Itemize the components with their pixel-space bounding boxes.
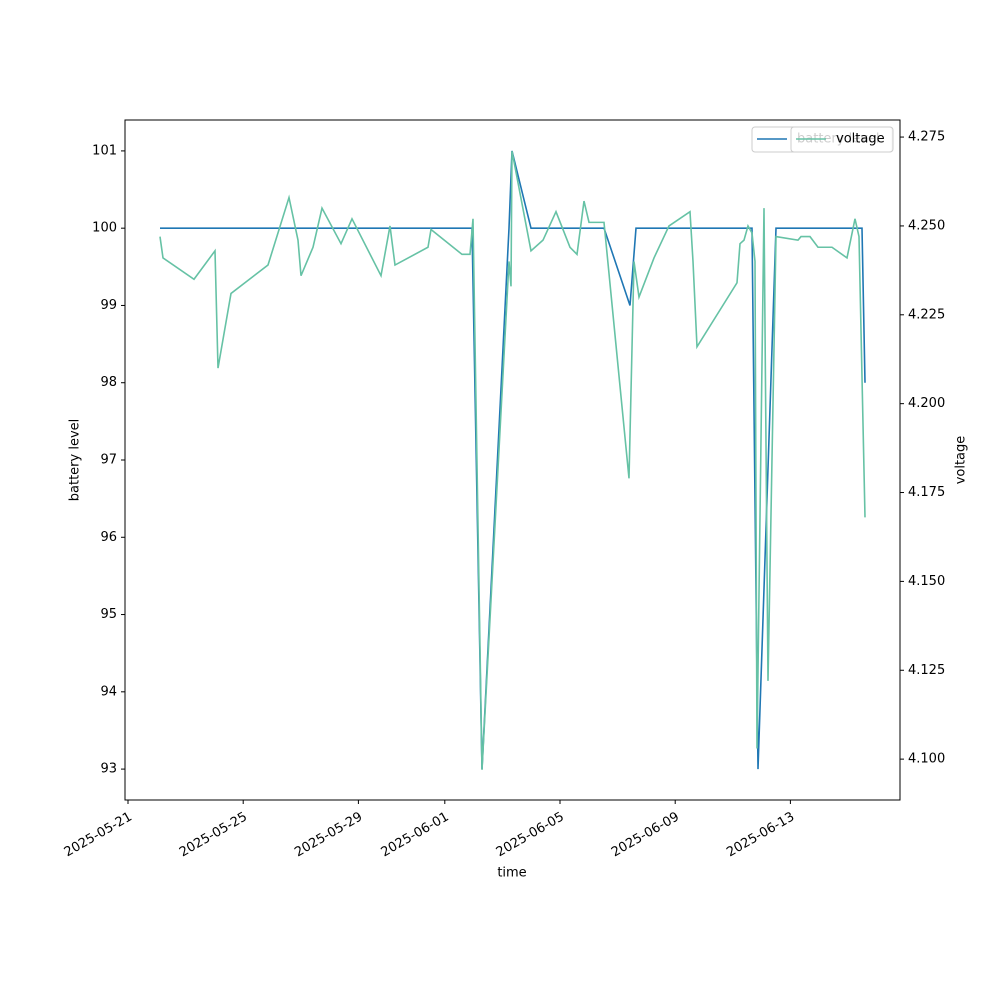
y-tick-label: 101 — [92, 143, 117, 158]
plot-frame — [124, 119, 901, 801]
x-axis-label: time — [497, 866, 526, 881]
y2-tick-label: 4.100 — [908, 752, 945, 767]
x-tick-label: 2025-05-29 — [292, 810, 365, 861]
y-tick-label: 93 — [100, 762, 117, 777]
x-tick-label: 2025-06-01 — [379, 810, 452, 861]
y2-tick-label: 4.150 — [908, 574, 945, 589]
x-tick-label: 2025-06-13 — [724, 810, 797, 861]
legend-label: voltage — [836, 132, 885, 147]
y-axis-label: battery level — [68, 419, 83, 502]
y2-tick-label: 4.275 — [908, 130, 945, 145]
series-line — [160, 150, 866, 770]
y2-axis-label: voltage — [954, 436, 969, 485]
y2-tick-label: 4.250 — [908, 218, 945, 233]
y2-tick-label: 4.225 — [908, 307, 945, 322]
y-tick-label: 99 — [100, 298, 117, 313]
x-tick-label: 2025-05-25 — [177, 810, 250, 861]
x-tick-label: 2025-06-09 — [609, 810, 682, 861]
y2-tick-label: 4.125 — [908, 663, 945, 678]
y2-tick-label: 4.175 — [908, 485, 945, 500]
x-tick-label: 2025-05-21 — [62, 810, 135, 861]
y-tick-label: 94 — [100, 684, 117, 699]
y2-tick-label: 4.200 — [908, 396, 945, 411]
x-tick-label: 2025-06-05 — [494, 810, 567, 861]
series-line — [159, 151, 866, 770]
y-tick-label: 100 — [92, 221, 117, 236]
y-tick-label: 96 — [100, 530, 117, 545]
y-tick-label: 98 — [100, 375, 117, 390]
legend-box — [790, 126, 894, 153]
y-tick-label: 95 — [100, 607, 117, 622]
y-tick-label: 97 — [100, 453, 117, 468]
